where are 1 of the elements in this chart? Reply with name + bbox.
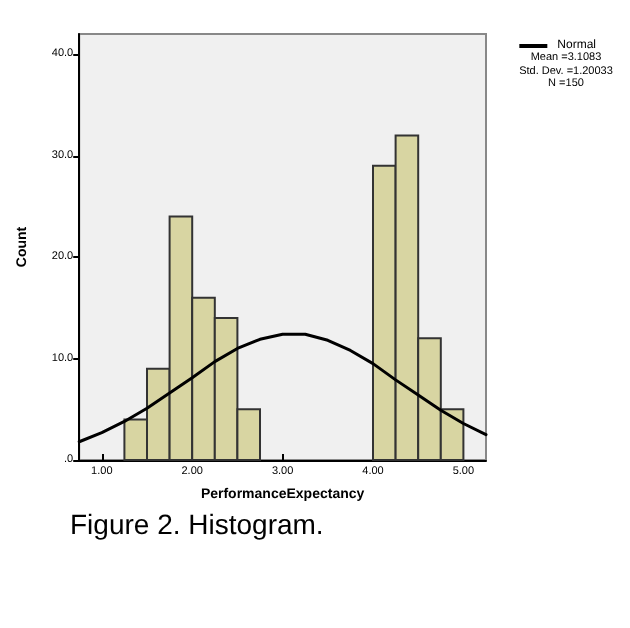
caption: Figure 2. Histogram.: [70, 508, 324, 540]
